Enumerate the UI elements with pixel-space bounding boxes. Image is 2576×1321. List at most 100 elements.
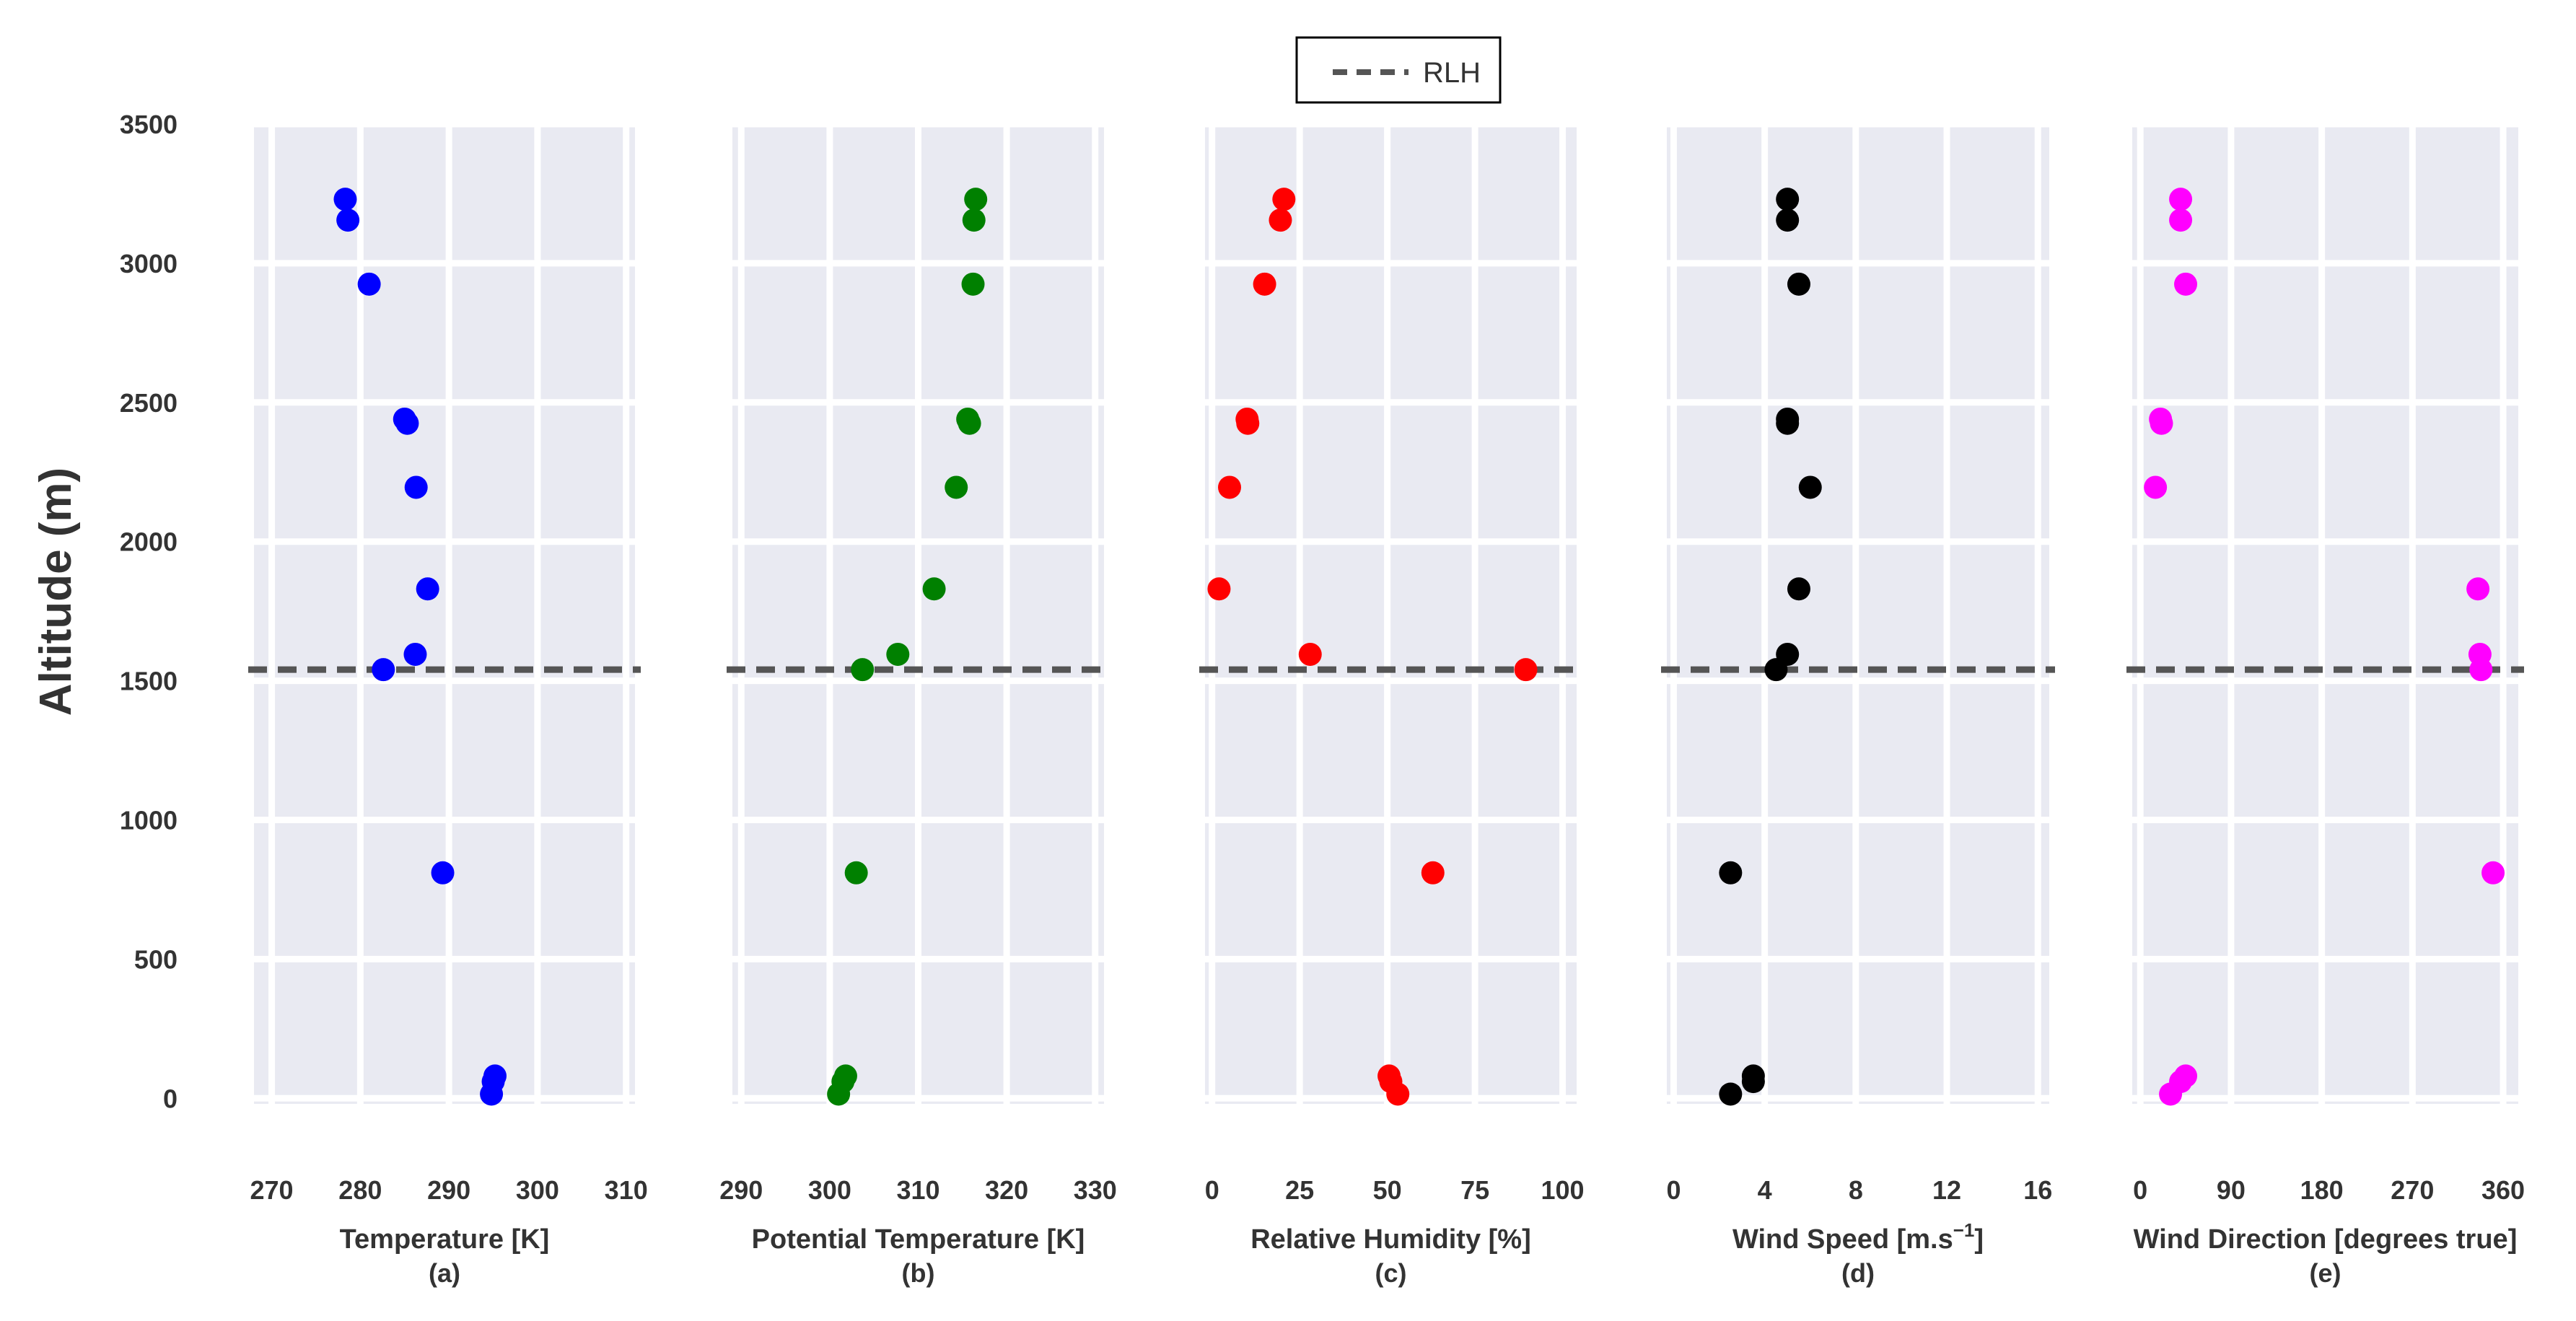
panel-e-data-point <box>2150 411 2173 435</box>
legend: RLH <box>1295 36 1502 104</box>
y-tick-label: 500 <box>134 944 178 974</box>
panel-d: 0 4 8 12 16 Wind Speed [m.s−1](d) <box>1661 120 2055 1288</box>
panel-e-x-tick-label: 0 <box>2133 1175 2147 1205</box>
panel-c-data-point <box>1253 272 1276 296</box>
panel-d-data-point <box>1719 1082 1743 1106</box>
panel-a-x-axis-label: Temperature [K] <box>340 1224 550 1255</box>
panel-b-data-point <box>827 1082 851 1106</box>
y-tick-label: 1500 <box>120 667 178 696</box>
panel-b-data-point <box>886 642 910 666</box>
panel-e-x-tick-label: 270 <box>2391 1175 2434 1205</box>
panel-d-x-axis-label: Wind Speed [m.s−1] <box>1732 1219 1984 1255</box>
panel-c-data-point <box>1386 1082 1410 1106</box>
panel-a-data-point <box>431 861 455 885</box>
panel-b-x-tick-label: 330 <box>1074 1175 1117 1205</box>
panel-b-data-point <box>922 577 946 601</box>
panel-a-x-tick-label: 310 <box>605 1175 648 1205</box>
y-tick-label: 0 <box>163 1084 178 1113</box>
panel-e-x-axis-label: Wind Direction [degrees true] <box>2134 1224 2518 1255</box>
panel-e-data-point <box>2169 209 2193 232</box>
panel-c-data-point <box>1269 209 1292 232</box>
panel-d-data-point <box>1787 272 1810 296</box>
panel-e-x-tick-label: 360 <box>2481 1175 2525 1205</box>
panel-e-data-point <box>2144 475 2168 499</box>
panel-c-data-point <box>1421 861 1445 885</box>
panel-e-data-point <box>2466 577 2490 601</box>
panel-d-data-point <box>1787 577 1810 601</box>
panel-d-x-tick-label: 16 <box>2023 1175 2052 1205</box>
panel-e-data-point <box>2169 188 2193 211</box>
panel-b-data-point <box>844 861 868 885</box>
panel-a-data-point <box>403 642 427 666</box>
panel-e-x-tick-label: 90 <box>2217 1175 2246 1205</box>
panel-c-x-tick-label: 50 <box>1373 1175 1402 1205</box>
panel-c-data-point <box>1207 577 1231 601</box>
panel-b-data-point <box>961 272 985 296</box>
panel-c-data-point <box>1236 411 1260 435</box>
legend-rlh-label: RLH <box>1423 57 1481 89</box>
y-tick-label: 3500 <box>120 110 178 139</box>
panel-b-x-axis-label: Potential Temperature [K] <box>752 1224 1085 1255</box>
panel-e: 0 90 180 270 360 Wind Direction [degrees true… <box>2126 120 2525 1288</box>
panel-c-data-point <box>1272 188 1296 211</box>
panel-a-data-point <box>333 188 357 211</box>
panel-d-data-point <box>1776 209 1800 232</box>
panel-a-data-point <box>416 577 439 601</box>
panel-d-x-tick-label: 4 <box>1758 1175 1772 1205</box>
panel-a-x-tick-label: 280 <box>338 1175 382 1205</box>
panel-a-data-point <box>480 1082 504 1106</box>
panel-e-data-point <box>2469 658 2493 682</box>
panel-c-data-point <box>1514 658 1538 682</box>
panel-e-panel-letter: (e) <box>2310 1258 2341 1288</box>
panel-a: 270 280 290 300 310 Temperature [K](a) <box>248 120 648 1288</box>
panel-d-data-point <box>1798 475 1822 499</box>
panel-c-data-point <box>1298 642 1322 666</box>
panel-c-x-tick-label: 75 <box>1460 1175 1489 1205</box>
panel-d-x-tick-label: 12 <box>1932 1175 1961 1205</box>
y-axis-ticks: 0 500 1000 1500 2000 2500 3000 3500 <box>120 110 178 1113</box>
panel-d-data-point <box>1776 188 1800 211</box>
panel-b-x-tick-label: 310 <box>896 1175 939 1205</box>
panel-c-x-tick-label: 25 <box>1285 1175 1314 1205</box>
panel-a-data-point <box>357 272 381 296</box>
panel-e-x-tick-label: 180 <box>2300 1175 2344 1205</box>
y-tick-label: 3000 <box>120 249 178 278</box>
y-tick-label: 1000 <box>120 805 178 835</box>
panel-d-x-tick-label: 0 <box>1666 1175 1681 1205</box>
panel-e-data-point <box>2174 272 2198 296</box>
y-axis-title: Altitude (m) <box>31 468 81 716</box>
panel-b-data-point <box>945 475 968 499</box>
panel-d-data-point <box>1764 658 1788 682</box>
panel-b-x-tick-label: 320 <box>985 1175 1028 1205</box>
panel-b-panel-letter: (b) <box>902 1258 935 1288</box>
panel-c-x-tick-label: 0 <box>1205 1175 1219 1205</box>
panel-b-data-point <box>962 209 986 232</box>
panel-a-data-point <box>404 475 428 499</box>
panel-c: 0 25 50 75 100 Relative Humidity [%](c) <box>1199 120 1585 1288</box>
panel-b: 290 300 310 320 330 Potential Temperature [K]… <box>719 120 1117 1288</box>
panel-e-data-point <box>2159 1082 2183 1106</box>
panel-c-x-tick-label: 100 <box>1541 1175 1585 1205</box>
panel-a-data-point <box>336 209 360 232</box>
panel-a-panel-letter: (a) <box>429 1258 460 1288</box>
panel-d-data-point <box>1719 861 1743 885</box>
panel-a-x-tick-label: 290 <box>427 1175 470 1205</box>
legend-box <box>1295 36 1502 104</box>
y-tick-label: 2500 <box>120 388 178 418</box>
panel-c-x-axis-label: Relative Humidity [%] <box>1250 1224 1531 1255</box>
panel-d-data-point <box>1776 411 1800 435</box>
panel-a-data-point <box>372 658 395 682</box>
panel-c-panel-letter: (c) <box>1375 1258 1407 1288</box>
y-tick-label: 2000 <box>120 527 178 557</box>
panel-a-x-tick-label: 270 <box>250 1175 294 1205</box>
panel-b-data-point <box>964 188 988 211</box>
panel-b-data-point <box>958 411 981 435</box>
panel-a-data-point <box>395 411 419 435</box>
panel-e-data-point <box>2481 861 2505 885</box>
panel-b-data-point <box>851 658 875 682</box>
panel-d-panel-letter: (d) <box>1841 1258 1875 1288</box>
panel-d-x-tick-label: 8 <box>1849 1175 1863 1205</box>
panel-d-data-point <box>1741 1070 1765 1094</box>
panel-b-x-tick-label: 290 <box>719 1175 763 1205</box>
